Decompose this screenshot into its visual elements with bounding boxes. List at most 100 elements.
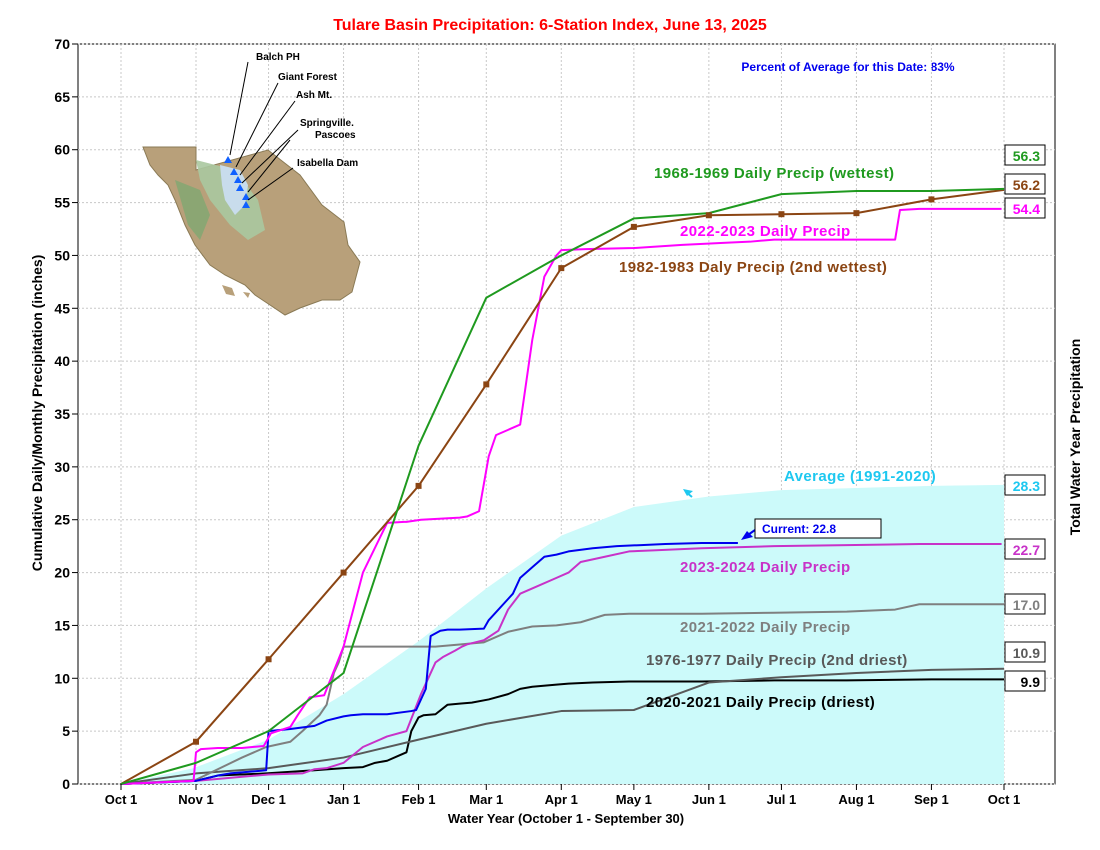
series-label-2020-2021: 2020-2021 Daily Precip (driest) xyxy=(646,694,875,711)
station-pointer-line xyxy=(241,129,299,184)
series-marker xyxy=(192,738,199,745)
x-tick-label: Oct 1 xyxy=(105,792,138,807)
series-line xyxy=(120,207,1002,785)
y-tick-label: 5 xyxy=(62,723,70,739)
x-tick-label: Dec 1 xyxy=(251,792,286,807)
series-marker xyxy=(630,223,637,230)
series-label-2023-2024: 2023-2024 Daily Precip xyxy=(680,559,851,576)
total-value-label: 28.3 xyxy=(1013,478,1040,494)
x-tick-label: Feb 1 xyxy=(402,792,436,807)
series-marker xyxy=(928,196,935,203)
series-marker xyxy=(778,211,785,218)
y-tick-label: 45 xyxy=(54,300,70,316)
x-tick-label: Jun 1 xyxy=(692,792,726,807)
series-line xyxy=(120,543,1002,785)
station-marker-icon xyxy=(230,168,238,175)
series-marker xyxy=(558,265,565,272)
series-markers xyxy=(192,196,935,745)
x-tick-label: Nov 1 xyxy=(178,792,213,807)
series-label-2022-2023: 2022-2023 Daily Precip xyxy=(680,223,851,240)
y-tick-label: 30 xyxy=(54,459,70,475)
station-marker-icon xyxy=(224,156,232,163)
total-box xyxy=(1004,641,1046,663)
station-marker-icon xyxy=(242,193,250,200)
station-label-balch-ph: Balch PH xyxy=(256,52,300,63)
percent-of-average-label: Percent of Average for this Date: 83% xyxy=(741,60,955,74)
series-label-1976-1977: 1976-1977 Daily Precip (2nd driest) xyxy=(646,652,908,669)
total-value-label: 56.2 xyxy=(1013,177,1040,193)
station-pointer-line xyxy=(247,139,291,193)
total-value-boxes: 56.3 56.2 54.4 28.3 22.7 17.0 10.9 9.9 xyxy=(1004,144,1046,692)
series-line xyxy=(120,187,1005,785)
series-label-2021-2022: 2021-2022 Daily Precip xyxy=(680,619,851,636)
station-label-giant-forest: Giant Forest xyxy=(278,72,338,83)
series-line xyxy=(120,667,1005,785)
x-tick-label: Jan 1 xyxy=(327,792,360,807)
station-label-pascoes: Pascoes xyxy=(315,130,356,141)
series-label-average: Average (1991-2020) xyxy=(784,468,936,485)
station-marker-icon xyxy=(242,201,250,208)
series-label-1968-1969: 1968-1969 Daily Precip (wettest) xyxy=(654,165,894,182)
series-marker xyxy=(415,482,422,489)
y-tick-label: 10 xyxy=(54,670,70,686)
y-tick-label: 25 xyxy=(54,512,70,528)
total-box xyxy=(1004,474,1046,496)
total-value-label: 10.9 xyxy=(1013,645,1040,661)
total-box xyxy=(1004,538,1046,560)
station-pointer-line xyxy=(247,167,294,201)
y-axis-title: Cumulative Daily/Monthly Precipitation (… xyxy=(29,255,45,572)
y-axis-ticks: 0 5 10 15 20 25 30 35 40 45 50 55 60 65 70 xyxy=(54,36,78,792)
current-arrow-line xyxy=(744,529,756,538)
total-value-label: 17.0 xyxy=(1013,597,1040,613)
island-shape xyxy=(222,285,235,296)
series-line xyxy=(120,678,1004,785)
x-tick-label: Mar 1 xyxy=(469,792,503,807)
average-area xyxy=(121,484,1004,784)
x-tick-label: Aug 1 xyxy=(838,792,874,807)
series-marker xyxy=(483,381,490,388)
station-label-isabella-dam: Isabella Dam xyxy=(297,158,358,169)
total-value-label: 22.7 xyxy=(1013,542,1040,558)
station-marker-icon xyxy=(234,176,242,183)
y-axis-right-title: Total Water Year Precipitation xyxy=(1067,339,1083,536)
average-area-fill xyxy=(121,484,1004,784)
x-tick-label: May 1 xyxy=(616,792,652,807)
average-arrow-line xyxy=(685,491,693,498)
y-tick-label: 0 xyxy=(62,776,70,792)
x-tick-label: Sep 1 xyxy=(914,792,949,807)
station-pointer-line xyxy=(229,61,249,156)
y-tick-label: 65 xyxy=(54,89,70,105)
total-value-label: 54.4 xyxy=(1013,201,1040,217)
station-label-springville: Springville. xyxy=(300,118,354,129)
current-label: Current: 22.8 xyxy=(762,522,836,536)
y-tick-label: 70 xyxy=(54,36,70,52)
valley-highlight-shape xyxy=(220,165,248,215)
station-label-ash-mt: Ash Mt. xyxy=(296,90,332,101)
x-axis-ticks: Oct 1 Nov 1 Dec 1 Jan 1 Feb 1 Mar 1 Apr 1 May 1… xyxy=(105,784,1021,807)
x-tick-label: Oct 1 xyxy=(988,792,1021,807)
coast-range-shape xyxy=(175,180,210,240)
y-tick-label: 50 xyxy=(54,247,70,263)
y-tick-label: 35 xyxy=(54,406,70,422)
series-marker xyxy=(265,656,272,663)
y-tick-label: 55 xyxy=(54,195,70,211)
y-tick-label: 40 xyxy=(54,353,70,369)
total-box xyxy=(1004,670,1046,692)
series-marker xyxy=(853,210,860,217)
y-tick-label: 15 xyxy=(54,617,70,633)
series-marker xyxy=(340,569,347,576)
total-box xyxy=(1004,173,1046,195)
total-box xyxy=(1004,593,1046,615)
x-tick-label: Apr 1 xyxy=(545,792,578,807)
x-tick-label: Jul 1 xyxy=(767,792,797,807)
series-label-1982-1983: 1982-1983 Daly Precip (2nd wettest) xyxy=(619,259,887,276)
california-map: Balch PH Giant Forest Ash Mt. Springvill… xyxy=(142,52,361,316)
x-axis-title: Water Year (October 1 - September 30) xyxy=(448,811,684,826)
station-marker-icon xyxy=(236,184,244,191)
y-tick-label: 20 xyxy=(54,565,70,581)
total-value-label: 56.3 xyxy=(1013,148,1040,164)
island-shape xyxy=(243,292,250,298)
total-value-label: 9.9 xyxy=(1021,674,1041,690)
station-pointer-line xyxy=(235,82,279,168)
